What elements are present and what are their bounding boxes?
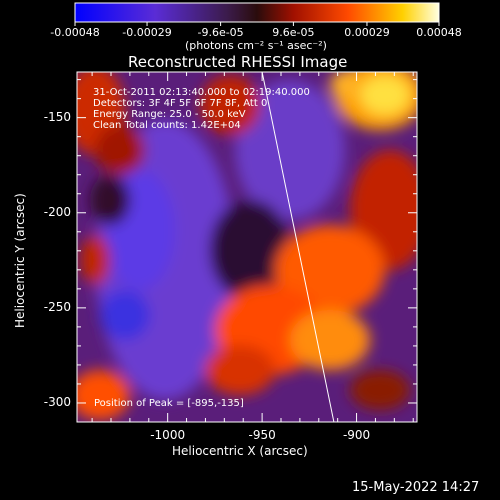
x-tick-label: -900 xyxy=(342,428,371,442)
colorbar-tick-label: -0.00048 xyxy=(50,26,100,39)
y-tick-label: -250 xyxy=(43,299,71,314)
colorbar-tick-label: 9.6e-05 xyxy=(272,26,315,39)
colorbar-units: (photons cm⁻² s⁻¹ asec⁻²) xyxy=(185,39,327,52)
image-heatmap xyxy=(77,72,417,422)
axis-ticks xyxy=(77,72,417,423)
y-tick-label: -300 xyxy=(43,394,71,409)
colorbar-tick-label: -0.00029 xyxy=(122,26,172,39)
footer-date: 15-May-2022 14:27 xyxy=(352,480,480,495)
image-title: Reconstructed RHESSI Image xyxy=(128,53,348,71)
info-clean-counts: Clean Total counts: 1.42E+04 xyxy=(93,120,241,131)
colorbar-gradient xyxy=(74,2,440,23)
info-detectors: Detectors: 3F 4F 5F 6F 7F 8F, Att 0 xyxy=(93,98,268,109)
solar-limb-line xyxy=(261,72,335,422)
info-energy-range: Energy Range: 25.0 - 50.0 keV xyxy=(93,109,246,120)
x-tick-label: -1000 xyxy=(150,428,186,442)
colorbar-tick-label: 0.00048 xyxy=(416,26,462,39)
info-block: 31-Oct-2011 02:13:40.000 to 02:19:40.000… xyxy=(93,87,310,131)
x-tick-label: -950 xyxy=(248,428,276,442)
peak-position-label: Position of Peak = [-895,-135] xyxy=(94,398,244,409)
y-axis-label: Heliocentric Y (arcsec) xyxy=(13,193,27,328)
y-tick-label: -150 xyxy=(43,109,71,124)
colorbar-ticks xyxy=(74,22,440,26)
y-tick-label: -200 xyxy=(43,204,71,219)
x-axis-label: Heliocentric X (arcsec) xyxy=(172,444,308,458)
info-time-range: 31-Oct-2011 02:13:40.000 to 02:19:40.000 xyxy=(93,87,310,98)
colorbar-tick-label: -9.6e-05 xyxy=(197,26,244,39)
plot-frame xyxy=(76,71,418,423)
colorbar-tick-label: 0.00029 xyxy=(344,26,390,39)
